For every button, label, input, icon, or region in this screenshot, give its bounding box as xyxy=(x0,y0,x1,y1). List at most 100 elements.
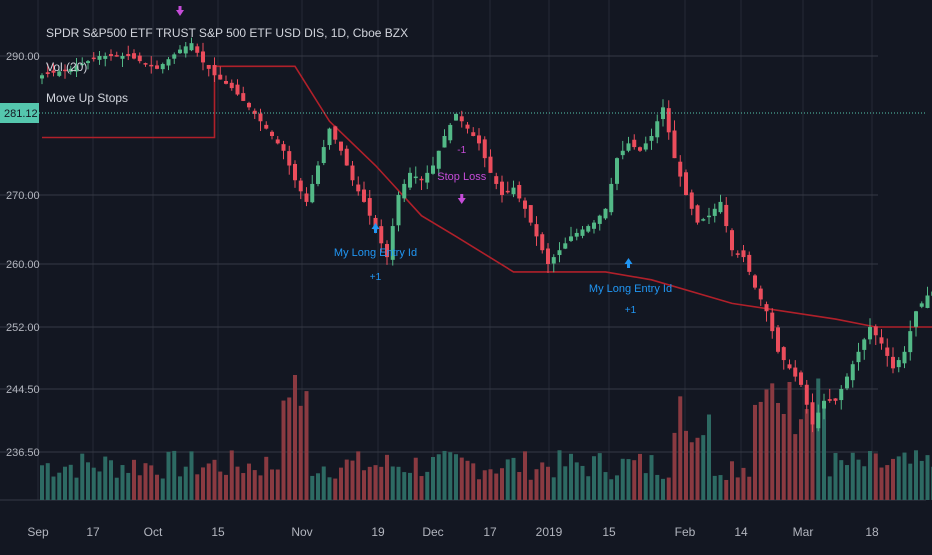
stop-line xyxy=(42,65,932,328)
candle-body xyxy=(655,121,660,138)
candle xyxy=(293,160,297,188)
volume-bar xyxy=(80,453,85,500)
candle-body xyxy=(833,398,838,401)
candle xyxy=(793,360,798,382)
candle xyxy=(546,243,550,273)
candle-body xyxy=(580,229,585,236)
candle xyxy=(482,136,487,168)
entry-qty: +1 xyxy=(625,305,637,316)
volume-bar xyxy=(799,419,803,500)
volume-bar xyxy=(580,465,585,500)
volume-bar xyxy=(523,451,527,500)
volume-bar xyxy=(51,476,56,500)
candle-body xyxy=(747,254,752,272)
volume-bar xyxy=(86,462,90,500)
volume-bar xyxy=(114,477,119,500)
volume-bar xyxy=(321,466,326,500)
candle xyxy=(643,136,648,152)
candle-body xyxy=(264,124,269,129)
candle xyxy=(735,250,740,258)
candle xyxy=(689,189,694,216)
candle-body xyxy=(649,136,654,141)
volume-bar xyxy=(764,389,769,500)
candle xyxy=(51,63,56,77)
candle-body xyxy=(827,399,832,401)
candle-body xyxy=(385,244,389,258)
candle-body xyxy=(189,43,194,51)
volume-bar xyxy=(103,456,108,500)
entry-qty: +1 xyxy=(370,272,382,283)
candle xyxy=(68,65,73,75)
volume-bar xyxy=(126,472,131,500)
candle xyxy=(362,181,366,203)
candle xyxy=(695,204,700,225)
candle-body xyxy=(615,158,619,184)
volume-bar xyxy=(402,472,407,500)
volume-bar xyxy=(885,465,890,500)
candle xyxy=(477,128,481,151)
candle xyxy=(718,194,723,214)
x-tick-label: 14 xyxy=(734,525,748,539)
candle-body xyxy=(465,124,470,129)
candle-body xyxy=(413,176,418,179)
candle xyxy=(465,122,470,134)
volume-bar xyxy=(160,478,165,500)
candle-body xyxy=(114,55,119,57)
candle-body xyxy=(155,65,159,69)
candle xyxy=(615,157,619,191)
candle xyxy=(252,108,257,120)
candle-body xyxy=(569,236,573,241)
candle xyxy=(126,45,131,61)
candle-body xyxy=(735,253,740,255)
candle xyxy=(143,62,148,67)
candle xyxy=(672,120,677,159)
volume-bar xyxy=(327,477,332,500)
x-tick-label: 15 xyxy=(211,525,225,539)
entry-arrow xyxy=(624,258,633,268)
candle xyxy=(333,125,338,144)
candle-body xyxy=(126,54,131,56)
candle-body xyxy=(873,326,878,336)
volume-bar xyxy=(822,403,826,500)
volume-bar xyxy=(626,459,631,500)
candle-body xyxy=(816,412,821,429)
candle xyxy=(218,66,223,80)
volume-bar xyxy=(413,457,418,500)
volume-bar xyxy=(264,456,269,500)
candle-body xyxy=(379,226,384,244)
candle-body xyxy=(344,148,349,166)
candle xyxy=(632,134,637,150)
candle xyxy=(753,274,757,290)
volume-bar xyxy=(896,456,901,500)
candle xyxy=(747,251,752,276)
candle xyxy=(402,179,407,203)
candle-body xyxy=(287,151,292,166)
candle xyxy=(344,145,349,166)
candle-body xyxy=(109,54,113,56)
volume-bar xyxy=(91,467,96,500)
candle-body xyxy=(356,184,361,192)
entry-label: My Long Entry Id xyxy=(334,247,417,259)
candle-body xyxy=(586,226,591,232)
volume-bar xyxy=(195,474,200,500)
candle xyxy=(914,310,918,337)
volume-bar xyxy=(166,451,171,500)
volume-bar xyxy=(206,463,211,500)
volume-bar xyxy=(350,460,355,500)
volume-bar xyxy=(724,479,729,500)
candle xyxy=(741,244,746,263)
candle xyxy=(787,359,792,370)
candle xyxy=(413,166,418,184)
x-tick-label: 2019 xyxy=(536,525,563,539)
exit-label: Stop Loss xyxy=(437,171,486,183)
candle xyxy=(500,175,504,203)
volume-bar xyxy=(431,457,435,500)
candle xyxy=(839,385,844,410)
volume-bar xyxy=(74,477,79,500)
volume-bar xyxy=(241,473,246,500)
candle xyxy=(885,338,890,367)
candle xyxy=(327,127,332,150)
candle-body xyxy=(810,402,815,425)
